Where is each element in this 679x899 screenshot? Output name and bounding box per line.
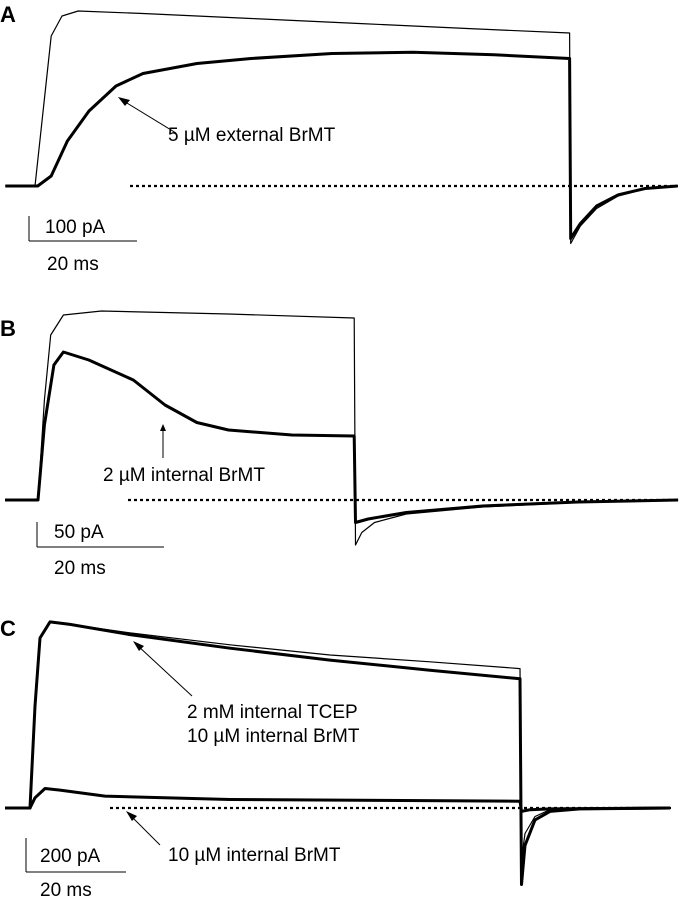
scale-y-label-a: 100 pA xyxy=(45,217,106,238)
trace-thick-2 xyxy=(5,787,671,813)
annotation-c1-line2: 10 µM internal BrMT xyxy=(187,726,360,747)
panel-label-c: C xyxy=(0,616,16,641)
trace-thin-0 xyxy=(5,10,678,245)
traces-b xyxy=(5,310,679,546)
traces-a xyxy=(5,10,678,245)
panel-a: A 5 µM external BrMT 100 pA 20 ms xyxy=(0,2,678,275)
scale-x-label-c: 20 ms xyxy=(40,880,92,899)
arrowhead-c1 xyxy=(133,641,144,651)
panel-c: C 2 mM internal TCEP 10 µM internal BrMT… xyxy=(0,616,672,899)
traces-c xyxy=(5,620,672,886)
arrowhead-b xyxy=(160,424,166,431)
scale-x-label-a: 20 ms xyxy=(47,254,99,275)
annotation-arrow-c2 xyxy=(129,814,161,846)
arrowhead-a xyxy=(118,97,130,106)
trace-thin-0 xyxy=(5,310,679,546)
annotation-c1-line1: 2 mM internal TCEP xyxy=(187,702,358,723)
annotation-arrow-c1 xyxy=(136,644,193,697)
trace-thick-1 xyxy=(5,620,671,886)
trace-thick-1 xyxy=(5,350,679,524)
annotation-a: 5 µM external BrMT xyxy=(168,125,336,146)
annotation-arrow-a xyxy=(121,99,177,134)
panel-label-b: B xyxy=(0,316,16,341)
panel-b: B 2 µM internal BrMT 50 pA 20 ms xyxy=(0,310,679,579)
arrowhead-c2 xyxy=(126,811,137,821)
panel-label-a: A xyxy=(0,2,16,27)
scale-y-label-c: 200 pA xyxy=(40,846,101,867)
trace-thick-1 xyxy=(5,50,678,240)
scale-y-label-b: 50 pA xyxy=(54,522,104,543)
scale-x-label-b: 20 ms xyxy=(54,558,106,579)
annotation-b: 2 µM internal BrMT xyxy=(103,465,265,486)
annotation-c2: 10 µM internal BrMT xyxy=(168,845,341,866)
